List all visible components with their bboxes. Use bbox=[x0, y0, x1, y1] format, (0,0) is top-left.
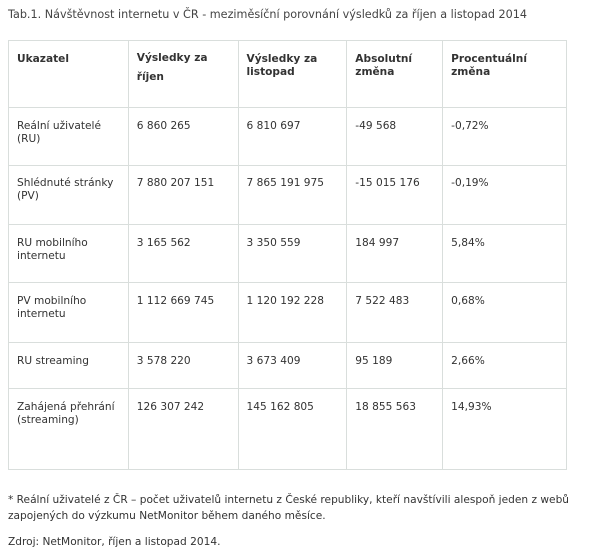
table-cell: 3 165 562 bbox=[127, 224, 239, 283]
table-cell: Zahájená přehrání (streaming) bbox=[8, 388, 129, 470]
table-cell: 145 162 805 bbox=[237, 388, 348, 470]
table-cell: 3 350 559 bbox=[237, 224, 348, 283]
table-cell: -0,72% bbox=[442, 107, 567, 166]
table-cell: Reální uživatelé (RU) bbox=[8, 107, 129, 166]
table-caption: Tab.1. Návštěvnost internetu v ČR - mezi… bbox=[8, 8, 527, 21]
header-cell: Výsledky za říjen bbox=[127, 40, 239, 108]
table-cell: 7 880 207 151 bbox=[127, 165, 239, 225]
table-cell: 5,84% bbox=[442, 224, 567, 283]
table-cell: 126 307 242 bbox=[127, 388, 239, 470]
table-cell: 6 810 697 bbox=[237, 107, 348, 166]
header-cell: Procentuální změna bbox=[442, 40, 567, 108]
table-row: RU streaming 3 578 220 3 673 409 95 189 … bbox=[8, 342, 567, 389]
header-cell: Výsledky za listopad bbox=[237, 40, 348, 108]
table-cell: 1 120 192 228 bbox=[237, 282, 348, 343]
table-cell: 7 865 191 975 bbox=[237, 165, 348, 225]
table-cell: 95 189 bbox=[346, 342, 444, 389]
table-cell: 1 112 669 745 bbox=[127, 282, 239, 343]
table-cell: RU mobilního internetu bbox=[8, 224, 129, 283]
table-cell: 3 673 409 bbox=[237, 342, 348, 389]
table-cell: 7 522 483 bbox=[346, 282, 444, 343]
table-cell: 0,68% bbox=[442, 282, 567, 343]
table-cell: Shlédnuté stránky (PV) bbox=[8, 165, 129, 225]
table-cell: 3 578 220 bbox=[127, 342, 239, 389]
table-cell: -15 015 176 bbox=[346, 165, 444, 225]
source-note: Zdroj: NetMonitor, říjen a listopad 2014… bbox=[8, 536, 221, 548]
table-cell: 6 860 265 bbox=[127, 107, 239, 166]
table-row: Reální uživatelé (RU) 6 860 265 6 810 69… bbox=[8, 107, 567, 166]
table-cell: 18 855 563 bbox=[346, 388, 444, 470]
header-cell: Ukazatel bbox=[8, 40, 129, 108]
table-row: RU mobilního internetu 3 165 562 3 350 5… bbox=[8, 224, 567, 283]
footnote: * Reální uživatelé z ČR – počet uživatel… bbox=[8, 494, 570, 522]
table-row: Zahájená přehrání (streaming) 126 307 24… bbox=[8, 388, 567, 470]
table-cell: -49 568 bbox=[346, 107, 444, 166]
table-header-row: Ukazatel Výsledky za říjen Výsledky za l… bbox=[8, 40, 567, 108]
table-cell: 184 997 bbox=[346, 224, 444, 283]
table-cell: -0,19% bbox=[442, 165, 567, 225]
data-table: Ukazatel Výsledky za říjen Výsledky za l… bbox=[8, 40, 567, 470]
table-row: PV mobilního internetu 1 112 669 745 1 1… bbox=[8, 282, 567, 343]
table-cell: 2,66% bbox=[442, 342, 567, 389]
header-cell: Absolutní změna bbox=[346, 40, 444, 108]
table-cell: 14,93% bbox=[442, 388, 567, 470]
table-cell: PV mobilního internetu bbox=[8, 282, 129, 343]
table-row: Shlédnuté stránky (PV) 7 880 207 151 7 8… bbox=[8, 165, 567, 225]
table-cell: RU streaming bbox=[8, 342, 129, 389]
